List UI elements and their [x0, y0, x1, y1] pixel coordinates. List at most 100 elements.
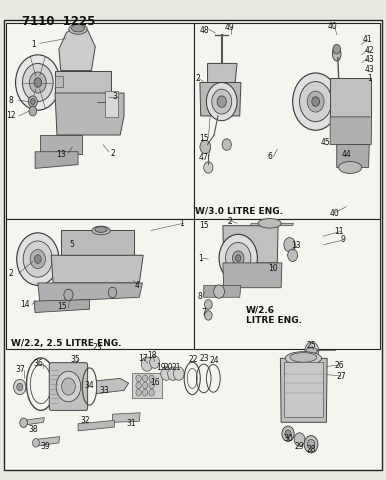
- Text: 41: 41: [362, 35, 372, 44]
- Circle shape: [56, 371, 81, 402]
- Circle shape: [212, 89, 232, 114]
- Text: 3: 3: [112, 92, 117, 101]
- Polygon shape: [113, 413, 140, 422]
- Text: 7110  1225: 7110 1225: [22, 15, 96, 28]
- Text: 9: 9: [340, 236, 345, 244]
- Text: 13: 13: [292, 241, 301, 250]
- Ellipse shape: [95, 227, 107, 232]
- Text: 27: 27: [337, 372, 347, 381]
- Polygon shape: [51, 255, 143, 283]
- Polygon shape: [38, 283, 142, 302]
- Text: 32: 32: [80, 416, 90, 425]
- Text: 2: 2: [8, 269, 14, 278]
- Text: 23: 23: [92, 343, 102, 352]
- Polygon shape: [96, 378, 129, 394]
- Bar: [194, 23, 380, 218]
- Text: 40: 40: [328, 22, 338, 31]
- Polygon shape: [35, 437, 60, 446]
- Circle shape: [305, 342, 319, 360]
- Text: 30: 30: [283, 433, 293, 443]
- Text: 20: 20: [163, 363, 173, 372]
- Ellipse shape: [258, 218, 281, 228]
- Text: 8: 8: [8, 96, 14, 105]
- Circle shape: [64, 289, 73, 300]
- Circle shape: [307, 91, 324, 112]
- Circle shape: [214, 285, 224, 298]
- Circle shape: [23, 241, 52, 277]
- Circle shape: [34, 78, 42, 87]
- Text: 38: 38: [28, 425, 37, 434]
- Circle shape: [142, 375, 148, 382]
- Circle shape: [61, 378, 75, 395]
- Polygon shape: [204, 285, 241, 297]
- Text: 25: 25: [307, 341, 317, 350]
- Text: 2: 2: [196, 74, 200, 83]
- Bar: [6, 218, 194, 349]
- Text: 19: 19: [156, 363, 166, 372]
- Polygon shape: [40, 135, 82, 154]
- Text: 49: 49: [225, 23, 234, 32]
- Circle shape: [149, 382, 154, 389]
- Ellipse shape: [69, 24, 87, 34]
- Text: W/2.2, 2.5 LITRE ENG.: W/2.2, 2.5 LITRE ENG.: [11, 339, 122, 348]
- Circle shape: [108, 287, 117, 298]
- Circle shape: [205, 300, 212, 309]
- Text: W/2.6
LITRE ENG.: W/2.6 LITRE ENG.: [246, 306, 302, 325]
- Text: 48: 48: [200, 25, 209, 35]
- Circle shape: [17, 233, 59, 285]
- Polygon shape: [35, 152, 78, 168]
- Polygon shape: [251, 223, 293, 226]
- Circle shape: [235, 255, 241, 262]
- Text: 10: 10: [269, 264, 278, 273]
- Circle shape: [307, 440, 315, 449]
- Circle shape: [34, 255, 41, 264]
- Circle shape: [284, 238, 295, 252]
- Polygon shape: [61, 230, 134, 255]
- Bar: [194, 218, 380, 349]
- Text: 29: 29: [295, 442, 304, 451]
- Circle shape: [17, 383, 23, 391]
- Polygon shape: [223, 263, 282, 288]
- Polygon shape: [55, 71, 111, 93]
- Circle shape: [217, 96, 226, 108]
- Circle shape: [22, 63, 53, 102]
- Circle shape: [219, 234, 257, 282]
- Text: 34: 34: [85, 381, 95, 390]
- Circle shape: [300, 82, 332, 121]
- Text: 31: 31: [127, 419, 137, 428]
- Circle shape: [14, 379, 26, 395]
- Circle shape: [149, 375, 154, 382]
- Polygon shape: [330, 78, 371, 117]
- Polygon shape: [59, 28, 95, 71]
- Text: 1: 1: [32, 40, 36, 49]
- Circle shape: [136, 382, 141, 389]
- Text: 36: 36: [33, 359, 43, 368]
- Circle shape: [288, 249, 298, 262]
- Text: 35: 35: [70, 355, 80, 364]
- Ellipse shape: [306, 348, 318, 354]
- Circle shape: [141, 357, 153, 371]
- Circle shape: [32, 439, 39, 447]
- Text: 26: 26: [335, 360, 344, 370]
- Text: 1: 1: [198, 253, 203, 263]
- Text: 15: 15: [200, 134, 209, 144]
- Bar: [105, 91, 118, 117]
- Ellipse shape: [332, 47, 341, 61]
- Ellipse shape: [290, 353, 317, 362]
- Text: 15: 15: [200, 221, 209, 230]
- Ellipse shape: [71, 24, 85, 32]
- Text: 16: 16: [150, 378, 159, 387]
- Text: 2: 2: [227, 217, 232, 227]
- Text: 2: 2: [110, 149, 115, 157]
- Circle shape: [200, 140, 211, 154]
- Text: 17: 17: [138, 354, 148, 363]
- Circle shape: [312, 97, 320, 107]
- Polygon shape: [55, 76, 63, 87]
- Text: 24: 24: [209, 356, 219, 365]
- Text: 43: 43: [364, 55, 374, 64]
- Circle shape: [282, 426, 294, 442]
- Circle shape: [222, 139, 231, 150]
- Text: 47: 47: [199, 154, 208, 162]
- Circle shape: [304, 436, 318, 453]
- Polygon shape: [34, 300, 90, 312]
